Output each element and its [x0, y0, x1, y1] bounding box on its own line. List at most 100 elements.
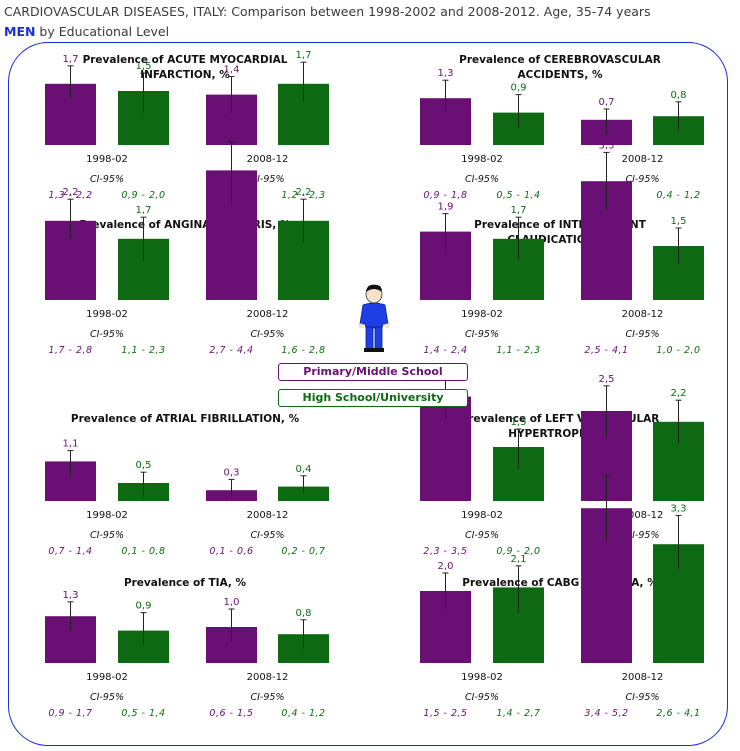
ci-range: 2,6 - 4,1: [656, 708, 700, 719]
data-label: 0,8: [296, 608, 312, 619]
ci-label: CI-95%: [465, 530, 499, 541]
category-label: 1998-02: [461, 510, 503, 521]
header: CARDIOVASCULAR DISEASES, ITALY: Comparis…: [4, 2, 738, 42]
person-icon: [358, 284, 390, 352]
ci-label: CI-95%: [626, 174, 660, 185]
chart-title: Prevalence of TIA, %: [124, 577, 247, 589]
ci-label: CI-95%: [251, 692, 285, 703]
ci-range: 0,9 - 1,7: [48, 708, 92, 719]
ci-range: 1,1 - 2,3: [121, 345, 165, 356]
ci-range: 0,9 - 2,0: [121, 190, 165, 201]
data-label: 0,8: [671, 90, 687, 101]
ci-range: 0,5 - 1,4: [121, 708, 165, 719]
ci-label: CI-95%: [465, 692, 499, 703]
data-label: 3,3: [599, 140, 615, 151]
ci-label: CI-95%: [626, 329, 660, 340]
ci-label: CI-95%: [626, 692, 660, 703]
ci-range: 1,3 - 2,2: [48, 190, 92, 201]
chart-title: INFARCTION, %: [140, 69, 230, 81]
data-label: 0,5: [136, 460, 152, 471]
data-label: 2,5: [599, 374, 615, 385]
category-label: 1998-02: [461, 672, 503, 683]
data-label: 1,5: [136, 61, 152, 72]
ci-range: 0,5 - 1,4: [496, 190, 540, 201]
chart-title: Prevalence of CEREBROVASCULAR: [459, 54, 661, 66]
data-label: 0,4: [296, 464, 312, 475]
ci-label: CI-95%: [626, 530, 660, 541]
ci-range: 1,4 - 2,4: [423, 345, 467, 356]
category-label: 1998-02: [86, 510, 128, 521]
ci-label: CI-95%: [251, 530, 285, 541]
ci-range: 0,6 - 1,5: [209, 708, 253, 719]
data-label: 1,7: [296, 50, 312, 61]
ci-range: 0,9 - 1,8: [423, 190, 467, 201]
category-label: 2008-12: [247, 510, 289, 521]
ci-range: 2,3 - 3,5: [423, 546, 467, 557]
page-title: CARDIOVASCULAR DISEASES, ITALY: Comparis…: [4, 4, 651, 19]
chart-title: Prevalence of ACUTE MYOCARDIAL: [83, 54, 288, 66]
ci-range: 0,2 - 0,7: [281, 546, 325, 557]
ci-range: 0,1 - 0,8: [121, 546, 165, 557]
panel-frame: [8, 42, 728, 746]
data-label: 3,3: [671, 503, 687, 514]
ci-range: 0,4 - 1,2: [281, 708, 325, 719]
legend-primary: Primary/Middle School: [278, 363, 468, 381]
data-label: 0,7: [599, 97, 615, 108]
ci-range: 0,1 - 0,6: [209, 546, 253, 557]
chart-title: ACCIDENTS, %: [517, 69, 602, 81]
category-label: 2008-12: [622, 309, 664, 320]
ci-range: 1,0 - 2,0: [656, 345, 700, 356]
ci-label: CI-95%: [90, 174, 124, 185]
data-label: 0,9: [511, 83, 527, 94]
category-label: 2008-12: [247, 154, 289, 165]
category-label: 1998-02: [86, 672, 128, 683]
data-label: 1,0: [224, 597, 240, 608]
page-subtitle: MEN by Educational Level: [4, 22, 738, 42]
data-label: 2,2: [671, 388, 687, 399]
data-label: 0,9: [136, 601, 152, 612]
ci-label: CI-95%: [90, 692, 124, 703]
ci-range: 1,2 - 2,3: [281, 190, 325, 201]
ci-label: CI-95%: [465, 329, 499, 340]
category-label: 2008-12: [247, 309, 289, 320]
ci-range: 0,7 - 1,4: [48, 546, 92, 557]
ci-range: 1,1 - 2,3: [496, 345, 540, 356]
data-label: 1,1: [63, 439, 79, 450]
ci-range: 2,5 - 4,1: [584, 345, 628, 356]
ci-range: 0,9 - 2,0: [496, 546, 540, 557]
ci-range: 0,4 - 1,2: [656, 190, 700, 201]
category-label: 2008-12: [247, 672, 289, 683]
data-label: 1,7: [136, 205, 152, 216]
ci-range: 1,4 - 2,7: [496, 708, 540, 719]
data-label: 2,2: [63, 187, 79, 198]
data-label: 1,5: [511, 417, 527, 428]
category-label: 2008-12: [622, 510, 664, 521]
data-label: 1,9: [438, 202, 454, 213]
data-label: 1,7: [511, 205, 527, 216]
data-label: 1,3: [63, 590, 79, 601]
data-label: 1,5: [671, 216, 687, 227]
category-label: 1998-02: [461, 309, 503, 320]
data-label: 3,6: [224, 130, 240, 141]
data-label: 2,1: [511, 554, 527, 565]
chart-title: Prevalence of ANGINA PECTORIS, %: [80, 219, 291, 231]
ci-range: 1,5 - 2,5: [423, 708, 467, 719]
category-label: 1998-02: [461, 154, 503, 165]
ci-label: CI-95%: [465, 174, 499, 185]
ci-label: CI-95%: [90, 530, 124, 541]
data-label: 1,4: [224, 65, 240, 76]
ci-label: CI-95%: [251, 174, 285, 185]
subtitle-rest: by Educational Level: [35, 24, 170, 39]
category-label: 1998-02: [86, 154, 128, 165]
category-label: 1998-02: [86, 309, 128, 320]
ci-label: CI-95%: [90, 329, 124, 340]
data-label: 1,3: [438, 68, 454, 79]
data-label: 2,0: [438, 561, 454, 572]
ci-range: 3,4 - 5,2: [584, 708, 628, 719]
ci-range: 1,7 - 2,8: [48, 345, 92, 356]
data-label: 0,3: [224, 467, 240, 478]
data-label: 2,2: [296, 187, 312, 198]
ci-label: CI-95%: [251, 329, 285, 340]
legend-high: High School/University: [278, 389, 468, 407]
